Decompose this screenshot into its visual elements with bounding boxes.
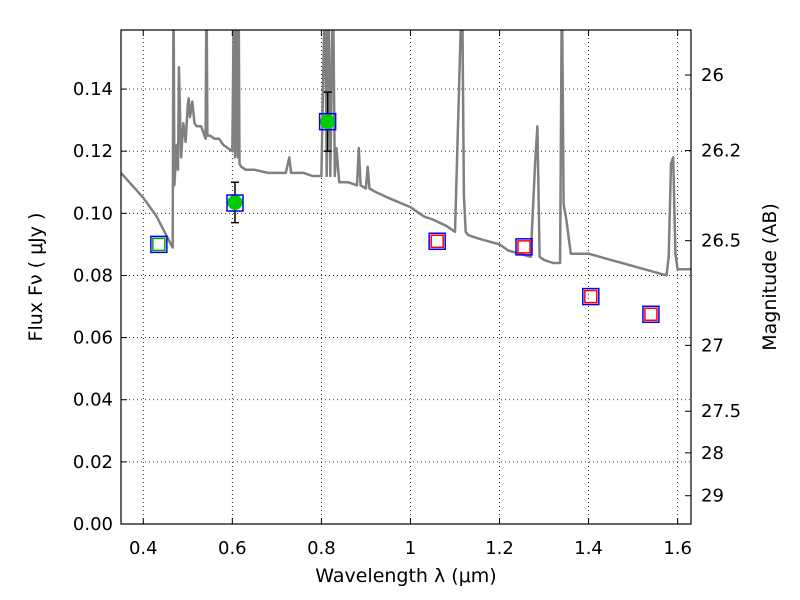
mag-tick-label: 26: [701, 65, 724, 86]
y-tick-label: 0.04: [73, 390, 113, 411]
spectrum-line: [121, 30, 691, 277]
mag-tick-label: 28: [701, 443, 724, 464]
x-tick-label: 0.4: [129, 538, 158, 559]
model-square: [428, 232, 446, 251]
y-axis-label-right: Magnitude (AB): [759, 203, 781, 351]
y-tick-label: 0.02: [73, 452, 113, 473]
x-tick-label: 1.4: [574, 538, 603, 559]
mag-tick-label: 27: [701, 335, 724, 356]
model-square: [150, 235, 168, 254]
x-axis-label: Wavelength λ (μm): [315, 565, 496, 587]
y-tick-label: 0.14: [73, 79, 113, 100]
model-square: [642, 305, 660, 324]
x-tick-label: 1.6: [663, 538, 692, 559]
green-inner-square: [152, 237, 166, 252]
data-point: [227, 194, 243, 210]
series-layer: [121, 30, 691, 324]
red-inner-square: [430, 234, 444, 249]
model-square: [226, 194, 244, 212]
mag-tick-label: 26.2: [701, 141, 741, 162]
y-tick-label: 0.00: [73, 514, 113, 535]
model-square: [582, 287, 600, 306]
x-tick-label: 0.6: [218, 538, 247, 559]
mag-tick-label: 29: [701, 486, 724, 507]
plot-area: [121, 30, 691, 524]
ticks: 0.4 0.6 0.8 1 1.2 1.4 1.6 0.00 0.02 0.04 0.06 0.08 0…: [73, 30, 741, 559]
y-axis-label-left: Flux Fν ( μJy ): [25, 213, 47, 342]
plot-frame: [120, 29, 692, 525]
data-point: [320, 114, 336, 130]
y-tick-label: 0.10: [73, 203, 113, 224]
x-tick-label: 0.8: [307, 538, 336, 559]
model-square: [318, 112, 337, 131]
y-tick-label: 0.06: [73, 328, 113, 349]
red-inner-square: [517, 240, 531, 254]
mag-tick-label: 26.5: [701, 231, 741, 252]
y-tick-label: 0.08: [73, 265, 113, 286]
x-tick-label: 1.2: [485, 538, 514, 559]
x-tick-label: 1: [405, 538, 416, 559]
y-tick-label: 0.12: [73, 141, 113, 162]
model-square: [515, 238, 533, 256]
mag-tick-label: 27.5: [701, 401, 741, 422]
red-inner-square: [644, 307, 658, 322]
red-inner-square: [584, 289, 598, 304]
